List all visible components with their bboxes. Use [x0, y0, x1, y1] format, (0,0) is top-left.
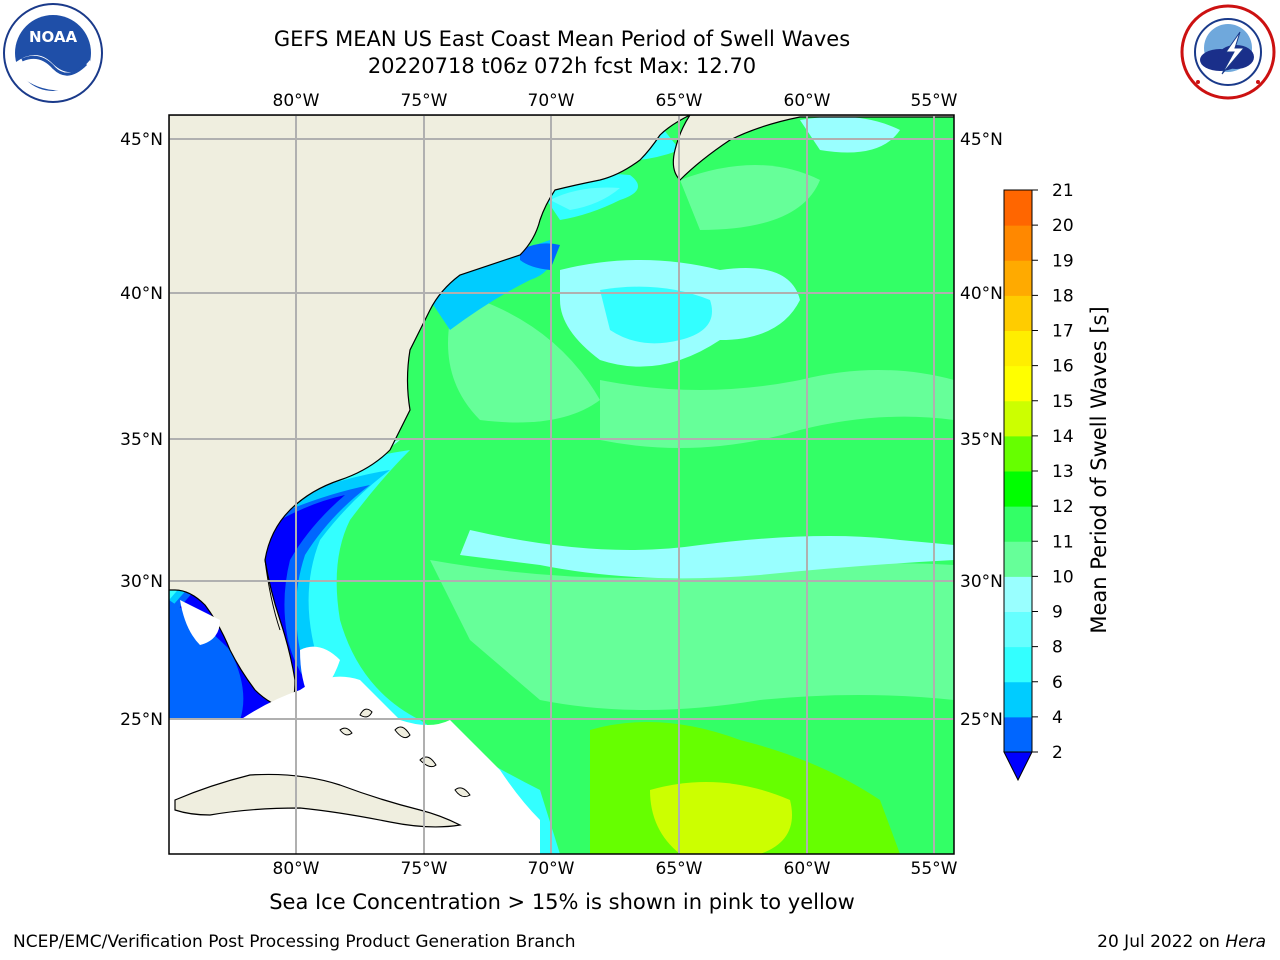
colorbar-segment	[1004, 716, 1032, 753]
graticule	[169, 115, 954, 854]
noaa-logo-icon: NOAA	[3, 3, 103, 103]
nws-logo-icon	[1180, 4, 1276, 100]
footer-date-text: 20 Jul 2022 on	[1097, 932, 1226, 952]
colorbar-segment	[1004, 400, 1032, 437]
colorbar-segment	[1004, 225, 1032, 261]
lon-tick-top: 75°W	[401, 91, 448, 111]
lon-tick-bottom: 65°W	[656, 859, 703, 879]
cuba-landmass	[174, 773, 462, 828]
colorbar-segment	[1004, 506, 1032, 542]
colorbar-segment	[1004, 260, 1032, 296]
colorbar-tick-label: 20	[1052, 216, 1074, 236]
chart-subtitle: 20220718 t06z 072h fcst Max: 12.70	[367, 54, 757, 78]
lat-tick-right: 30°N	[960, 572, 1003, 592]
lon-tick-top: 60°W	[784, 91, 831, 111]
colorbar-tick-label: 18	[1052, 286, 1074, 306]
lon-tick-bottom: 80°W	[273, 859, 320, 879]
noaa-logo-text: NOAA	[29, 28, 78, 46]
lon-tick-top: 55°W	[911, 91, 958, 111]
colorbar-tick-label: 6	[1052, 673, 1063, 693]
lon-tick-top: 70°W	[528, 91, 575, 111]
colorbar-tick-label: 15	[1052, 392, 1074, 412]
footer-date: 20 Jul 2022 on Hera	[1097, 932, 1266, 952]
lat-tick-right: 25°N	[960, 710, 1003, 730]
lon-tick-bottom: 70°W	[528, 859, 575, 879]
colorbar-tick-label: 11	[1052, 532, 1074, 552]
colorbar-segment	[1004, 611, 1032, 648]
colorbar-tick-label: 8	[1052, 638, 1063, 658]
colorbar-segment	[1004, 295, 1032, 331]
map-area	[169, 115, 954, 854]
lat-labels: 45°N 40°N 35°N 30°N 25°N 45°N 40°N 35°N …	[120, 130, 1003, 730]
lat-tick-left: 30°N	[120, 572, 163, 592]
lon-labels: 80°W 75°W 70°W 65°W 60°W 55°W 80°W 75°W …	[273, 91, 958, 879]
lon-tick-bottom: 55°W	[911, 859, 958, 879]
colorbar: 2 4 6 8 9 10 11 12 13 14 15 16 17 18 19 20 21	[1003, 181, 1074, 782]
colorbar-segment	[1004, 646, 1032, 683]
colorbar-segment	[1004, 365, 1032, 402]
lon-tick-top: 80°W	[273, 91, 320, 111]
lat-tick-right: 45°N	[960, 130, 1003, 150]
footer-credit: NCEP/EMC/Verification Post Processing Pr…	[13, 932, 576, 952]
footer-host: Hera	[1225, 932, 1266, 952]
colorbar-tick-label: 4	[1052, 708, 1063, 728]
colorbar-tick-label: 14	[1052, 427, 1074, 447]
colorbar-segment	[1004, 435, 1032, 472]
colorbar-tick-label: 9	[1052, 603, 1063, 623]
colorbar-tick-label: 10	[1052, 567, 1074, 587]
lat-tick-left: 45°N	[120, 130, 163, 150]
colorbar-tick-label: 19	[1052, 251, 1074, 271]
colorbar-tick-label: 21	[1052, 181, 1074, 201]
map-frame	[168, 114, 955, 855]
canada-landmass	[672, 115, 954, 181]
lat-tick-left: 25°N	[120, 710, 163, 730]
colorbar-segment	[1004, 330, 1032, 367]
colorbar-tick-label: 12	[1052, 497, 1074, 517]
colorbar-label: Mean Period of Swell Waves [s]	[1087, 306, 1111, 633]
lat-tick-right: 40°N	[960, 284, 1003, 304]
colorbar-extend-arrow	[1003, 751, 1033, 782]
lat-tick-left: 40°N	[120, 284, 163, 304]
colorbar-segment	[1004, 541, 1032, 577]
colorbar-segment	[1004, 471, 1032, 507]
lat-tick-right: 35°N	[960, 430, 1003, 450]
colorbar-tick-label: 2	[1052, 743, 1063, 763]
lon-tick-top: 65°W	[656, 91, 703, 111]
colorbar-segment	[1004, 190, 1032, 226]
lon-tick-bottom: 60°W	[784, 859, 831, 879]
chart-title: GEFS MEAN US East Coast Mean Period of S…	[273, 27, 851, 51]
colorbar-tick-label: 16	[1052, 357, 1074, 377]
lat-tick-left: 35°N	[120, 430, 163, 450]
sea-ice-note: Sea Ice Concentration > 15% is shown in …	[269, 890, 855, 914]
lon-tick-bottom: 75°W	[401, 859, 448, 879]
colorbar-segment	[1004, 681, 1032, 718]
colorbar-segment	[1004, 576, 1032, 612]
colorbar-tick-label: 17	[1052, 322, 1074, 342]
us-landmass	[169, 115, 691, 711]
colorbar-tick-label: 13	[1052, 462, 1074, 482]
